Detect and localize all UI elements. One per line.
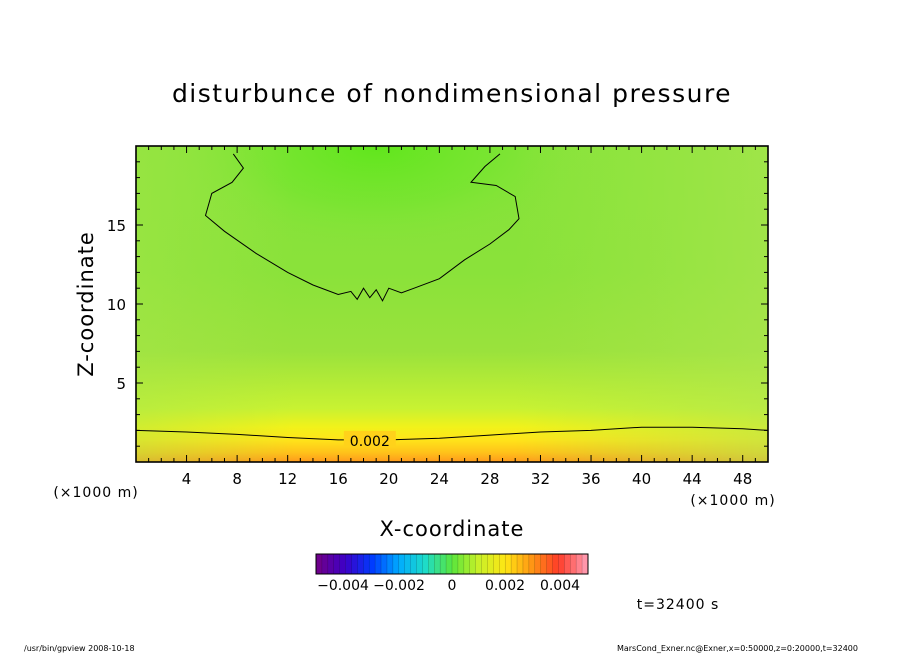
contour-label-background [343,430,396,447]
contour-line [135,426,769,441]
colorbar-cell [404,554,411,574]
colorbar-cells [315,554,589,574]
colorbar-cell [552,554,559,574]
x-tick-label: 24 [430,470,449,488]
footer-right: MarsCond_Exner.nc@Exner,x=0:50000,z=0:20… [617,644,858,653]
x-tick-label: 32 [531,470,550,488]
colorbar-cell [357,554,364,574]
x-axis-label: X-coordinate [380,517,525,541]
colorbar-cell [381,554,388,574]
x-tick-label: 20 [379,470,398,488]
colorbar: −0.004 −0.002 0 0.002 0.004 [315,553,589,594]
time-label: t=32400 s [637,597,720,613]
colorbar-tick-label: −0.004 [317,578,369,594]
colorbar-cell [469,554,476,574]
colorbar-cell [392,554,400,574]
x-tick-label: 12 [278,470,297,488]
colorbar-cell [369,554,376,574]
colorbar-cell [564,554,571,574]
colorbar-cell [351,554,358,574]
colorbar-cell [522,554,530,574]
chart-title: disturbunce of nondimensional pressure [172,79,732,108]
colorbar-cell [475,554,482,574]
colorbar-cell [499,554,506,574]
plot-frame [135,145,769,463]
colorbar-cell [446,554,453,574]
x-tick-label: 44 [683,470,702,488]
colorbar-cell [463,554,471,574]
colorbar-tick-labels: −0.004 −0.002 0 0.002 0.004 [317,578,580,594]
x-unit-left: (×1000 m) [53,485,138,501]
contour-line [204,153,520,302]
colorbar-cell [440,554,447,574]
field-left-shading [136,146,768,462]
colorbar-cell [316,554,323,574]
colorbar-tick-label: 0.004 [540,578,580,594]
colorbar-cell [528,554,536,574]
footer-left: /usr/bin/gpview 2008-10-18 [24,644,135,653]
colorbar-cell [481,554,488,574]
colorbar-cell [428,554,435,574]
colorbar-cell [452,554,459,574]
colorbar-cell [339,554,346,574]
colorbar-cell [511,554,518,574]
x-tick-label: 16 [329,470,348,488]
colorbar-cell [434,554,441,574]
colorbar-cell [321,554,329,574]
colorbar-cell [422,554,429,574]
colorbar-cell [410,554,417,574]
y-tick-label: 15 [107,217,126,235]
x-tick-label: 4 [182,470,192,488]
x-tick-label: 40 [632,470,651,488]
colorbar-tick-label: −0.002 [373,578,425,594]
colorbar-cell [576,554,583,574]
colorbar-cell [582,554,589,574]
colorbar-cell [517,554,524,574]
colorbar-tick-label: 0.002 [485,578,525,594]
x-unit-right: (×1000 m) [690,493,775,509]
y-axis-label: Z-coordinate [74,231,98,377]
x-tick-label: 8 [232,470,242,488]
colorbar-tick-label: 0 [448,578,457,594]
colorbar-cell [546,554,553,574]
colorbar-cell [386,554,394,574]
colorbar-cell [505,554,512,574]
colorbar-cell [487,554,494,574]
colorbar-cell [375,554,382,574]
plot-area: 0.002 [135,145,769,463]
colorbar-cell [534,554,541,574]
contour-label: 0.002 [350,434,390,450]
colorbar-cell [540,554,547,574]
x-tick-label: 48 [733,470,752,488]
x-tick-label: 36 [581,470,600,488]
y-tick-label: 10 [107,296,126,314]
colorbar-frame [315,553,589,575]
colorbar-cell [327,554,335,574]
contour-lines: 0.002 [135,153,769,450]
x-tick-label: 28 [480,470,499,488]
x-tick-labels: 4 8 12 16 20 24 28 32 36 40 44 48 [182,470,752,488]
colorbar-cell [363,554,370,574]
y-tick-label: 5 [116,375,126,393]
colorbar-cell [570,554,577,574]
colorbar-cell [558,554,565,574]
colorbar-cell [416,554,423,574]
colorbar-cell [398,554,405,574]
colorbar-cell [333,554,340,574]
colorbar-cell [493,554,500,574]
colorbar-cell [457,554,465,574]
y-tick-labels: 5 10 15 [107,217,126,393]
colorbar-cell [345,554,352,574]
